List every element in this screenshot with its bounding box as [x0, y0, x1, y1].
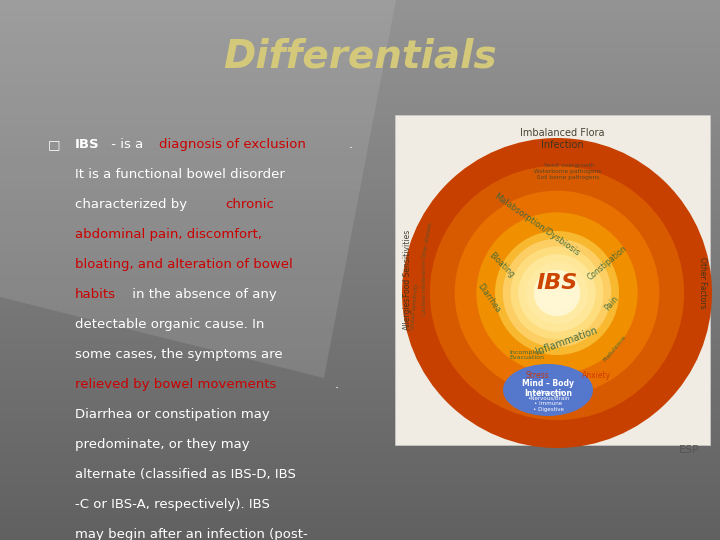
Text: · Celiac disease: · Celiac disease — [421, 222, 433, 264]
Polygon shape — [0, 0, 396, 378]
Text: Differentials: Differentials — [223, 38, 497, 76]
Ellipse shape — [503, 364, 593, 416]
Text: Other Factors: Other Factors — [698, 257, 706, 309]
Text: bloating, and alteration of bowel: bloating, and alteration of bowel — [75, 258, 293, 271]
Text: It is a functional bowel disorder: It is a functional bowel disorder — [75, 168, 285, 181]
Text: Lactose Intolerance: Lactose Intolerance — [423, 261, 428, 315]
Text: Interaction: Interaction — [524, 388, 572, 397]
Text: habits: habits — [75, 288, 116, 301]
Text: Food Sensitivities: Food Sensitivities — [402, 230, 412, 296]
Circle shape — [526, 262, 588, 324]
Text: ESP: ESP — [679, 445, 700, 455]
Text: Stress: Stress — [525, 370, 549, 380]
Text: Anxiety: Anxiety — [582, 370, 611, 380]
Text: Imbalanced Flora: Imbalanced Flora — [520, 128, 604, 138]
Text: • Muscular
•Nervous/Brain
• Immune
• Digestive: • Muscular •Nervous/Brain • Immune • Dig… — [527, 390, 570, 412]
FancyBboxPatch shape — [395, 115, 710, 445]
Circle shape — [510, 246, 603, 340]
Text: detectable organic cause. In: detectable organic cause. In — [75, 318, 264, 331]
Text: may begin after an infection (post-: may begin after an infection (post- — [75, 528, 307, 540]
Text: Incomplete
Evacuation: Incomplete Evacuation — [509, 349, 545, 360]
Circle shape — [495, 231, 619, 355]
Text: · Gluten sensitivity: · Gluten sensitivity — [410, 283, 420, 333]
Text: - is a: - is a — [107, 138, 148, 151]
Text: IBS: IBS — [536, 273, 577, 293]
Text: Inflammation: Inflammation — [535, 325, 599, 357]
Text: in the absence of any: in the absence of any — [128, 288, 276, 301]
Text: Diarrhea: Diarrhea — [476, 282, 503, 314]
Text: Infection: Infection — [541, 140, 583, 150]
Circle shape — [477, 212, 638, 374]
Text: some cases, the symptoms are: some cases, the symptoms are — [75, 348, 283, 361]
Text: Flatulence: Flatulence — [603, 334, 627, 362]
Circle shape — [534, 270, 580, 316]
Text: chronic: chronic — [225, 198, 274, 211]
Text: Bloating: Bloating — [487, 251, 516, 280]
Text: relieved by bowel movements: relieved by bowel movements — [75, 378, 276, 391]
Text: □: □ — [48, 138, 60, 151]
Text: Mind – Body: Mind – Body — [522, 380, 574, 388]
Text: Constipation: Constipation — [585, 244, 629, 282]
Text: Allergies: Allergies — [402, 296, 412, 329]
Circle shape — [402, 138, 712, 448]
Text: -C or IBS-A, respectively). IBS: -C or IBS-A, respectively). IBS — [75, 498, 270, 511]
Text: abdominal pain, discomfort,: abdominal pain, discomfort, — [75, 228, 262, 241]
Circle shape — [430, 166, 684, 420]
Circle shape — [539, 274, 575, 312]
Text: diagnosis of exclusion: diagnosis of exclusion — [159, 138, 306, 151]
Circle shape — [503, 239, 611, 347]
Text: Pain: Pain — [603, 294, 621, 312]
Circle shape — [455, 191, 660, 395]
Circle shape — [518, 254, 595, 332]
Text: characterized by: characterized by — [75, 198, 192, 211]
Text: alternate (classified as IBS-D, IBS: alternate (classified as IBS-D, IBS — [75, 468, 296, 481]
Text: .: . — [335, 378, 339, 391]
Text: Malabsorption/Dysbiosis: Malabsorption/Dysbiosis — [492, 192, 582, 258]
Text: .: . — [348, 138, 353, 151]
Text: · Yeast overgrowth
·Waterborne pathogens
·Soil borne pathogens: · Yeast overgrowth ·Waterborne pathogens… — [532, 163, 602, 180]
Text: IBS: IBS — [75, 138, 99, 151]
Text: predominate, or they may: predominate, or they may — [75, 438, 250, 451]
Text: Diarrhea or constipation may: Diarrhea or constipation may — [75, 408, 270, 421]
